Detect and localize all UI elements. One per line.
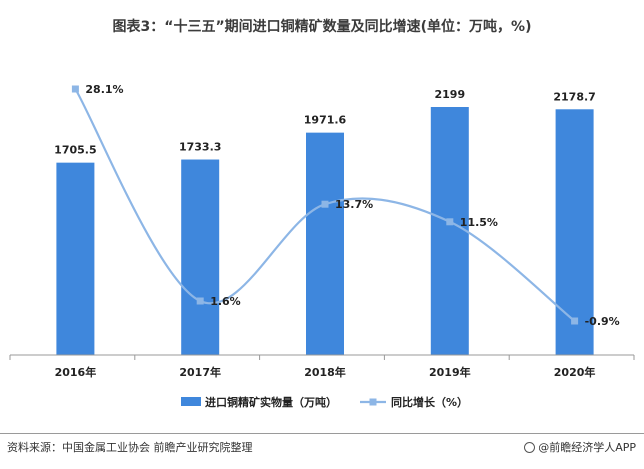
line-point <box>446 218 454 226</box>
bar-data-label: 2178.7 <box>553 90 595 103</box>
brand-credit-text: @前瞻经济学人APP <box>538 441 636 454</box>
x-tick-label: 2017年 <box>179 365 221 379</box>
line-data-label: 11.5% <box>460 216 498 229</box>
line-point <box>196 297 204 305</box>
source-note: 资料来源：中国金属工业协会 前瞻产业研究院整理 <box>7 441 253 454</box>
bar-data-label: 1705.5 <box>54 144 96 157</box>
legend-bar-label: 进口铜精矿实物量（万吨） <box>205 395 337 409</box>
footer-divider <box>0 433 644 434</box>
x-tick-label: 2020年 <box>554 365 596 379</box>
line-data-label: -0.9% <box>585 315 620 328</box>
bar-series: 1705.5 1733.3 1971.6 2199 2178.7 <box>54 88 596 356</box>
line-series: 28.1% 1.6% 13.7% 11.5% -0.9% <box>71 83 620 328</box>
chart-area: 1705.5 1733.3 1971.6 2199 2178.7 28.1% 1.6% 13… <box>9 83 635 409</box>
bar <box>56 162 95 355</box>
line-data-label: 28.1% <box>85 83 123 96</box>
bar <box>430 107 469 355</box>
line-point <box>71 85 79 93</box>
bar-data-label: 1733.3 <box>179 141 221 154</box>
bar-data-label: 2199 <box>434 88 465 101</box>
x-axis: 2016年 2017年 2018年 2019年 2020年 <box>9 354 635 379</box>
legend-bar-swatch <box>181 397 201 406</box>
line-point <box>571 317 579 325</box>
bar <box>555 109 594 356</box>
bar <box>181 159 220 355</box>
line-point <box>321 200 329 208</box>
legend: 进口铜精矿实物量（万吨） 同比增长（%） <box>181 395 468 409</box>
x-tick-label: 2016年 <box>55 365 97 379</box>
x-tick-label: 2019年 <box>429 365 471 379</box>
line-data-label: 13.7% <box>335 198 373 211</box>
growth-line <box>74 88 576 322</box>
bar-data-label: 1971.6 <box>304 114 347 127</box>
brand-logo-icon <box>524 442 536 453</box>
legend-line-marker <box>369 398 377 406</box>
line-data-label: 1.6% <box>210 295 241 308</box>
bar <box>306 132 344 355</box>
brand-credit: @前瞻经济学人APP <box>524 439 636 455</box>
legend-line-label: 同比增长（%） <box>391 395 468 409</box>
x-tick-label: 2018年 <box>304 365 346 379</box>
chart-title: 图表3：“十三五”期间进口铜精矿数量及同比增速(单位：万吨，%) <box>112 19 532 35</box>
